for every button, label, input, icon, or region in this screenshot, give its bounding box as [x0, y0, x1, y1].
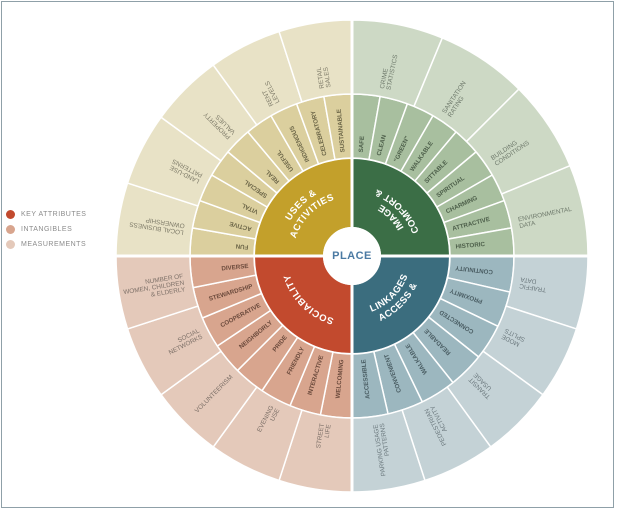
legend-dot-measurements — [6, 240, 15, 249]
legend-item-attributes: KEY ATTRIBUTES — [6, 210, 86, 219]
legend-label: INTANGIBLES — [21, 226, 72, 233]
legend-label: KEY ATTRIBUTES — [21, 211, 86, 218]
legend-dot-intangibles — [6, 225, 15, 234]
legend-dot-attributes — [6, 210, 15, 219]
legend-item-measurements: MEASUREMENTS — [6, 240, 86, 249]
legend-label: MEASUREMENTS — [21, 241, 86, 248]
frame-border — [1, 1, 614, 508]
legend: KEY ATTRIBUTES INTANGIBLES MEASUREMENTS — [6, 210, 86, 255]
legend-item-intangibles: INTANGIBLES — [6, 225, 86, 234]
